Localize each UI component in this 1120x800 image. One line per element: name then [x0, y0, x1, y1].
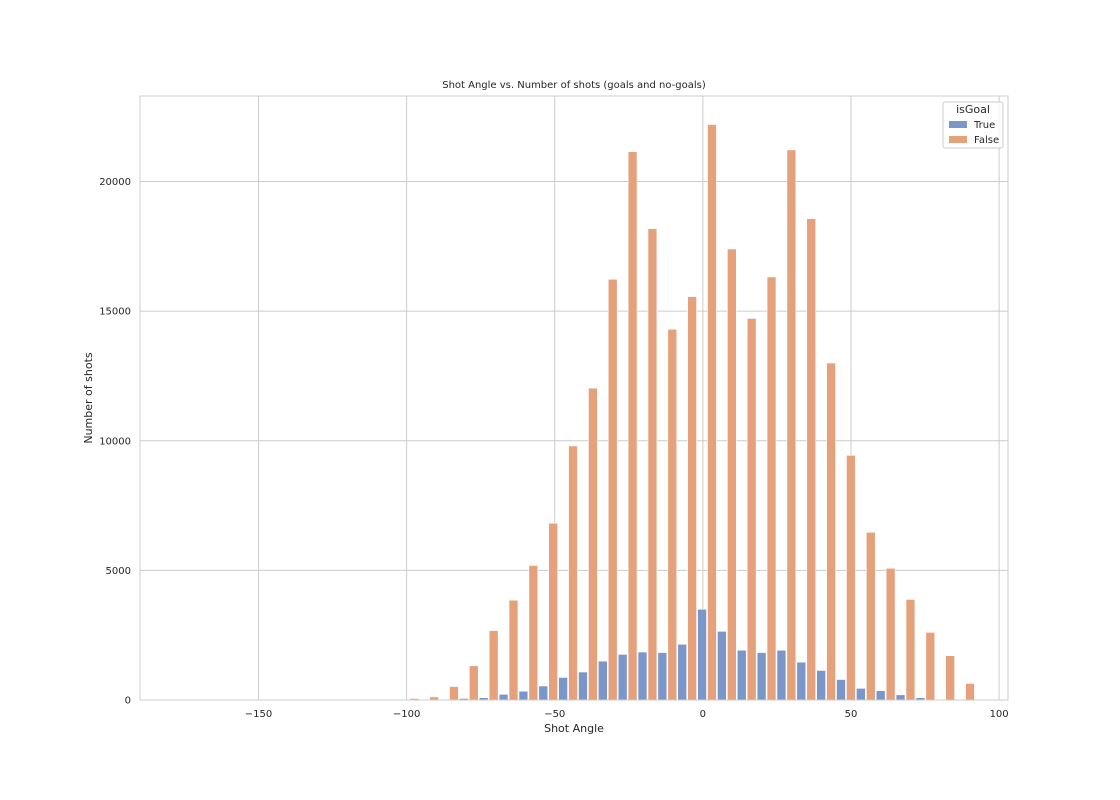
bar-true	[736, 649, 747, 701]
bar-true	[816, 670, 826, 701]
bar-true	[538, 685, 549, 701]
bar-true	[518, 690, 529, 701]
bar-false	[528, 565, 539, 701]
bar-true	[578, 671, 588, 701]
bar-true	[637, 651, 648, 701]
legend-swatch-false	[949, 136, 967, 143]
x-tick-label: 0	[700, 709, 706, 720]
bar-false	[866, 531, 876, 701]
bar-true	[856, 688, 866, 701]
bar-true	[776, 649, 787, 701]
bar-false	[647, 228, 658, 701]
bar-false	[905, 599, 916, 701]
bar-false	[548, 522, 558, 701]
x-tick-label: −100	[393, 709, 420, 720]
x-tick-label: −150	[245, 709, 272, 720]
y-tick-label: 5000	[106, 566, 131, 577]
bar-true	[895, 694, 906, 701]
legend-swatch-true	[949, 121, 967, 128]
bar-false	[746, 318, 757, 701]
chart-title: Shot Angle vs. Number of shots (goals an…	[442, 80, 706, 91]
bar-false	[786, 149, 797, 701]
bar-true	[598, 660, 608, 701]
bar-true	[657, 652, 668, 701]
bar-true	[677, 643, 687, 701]
bar-false	[846, 454, 856, 701]
bar-false	[885, 568, 896, 701]
bar-false	[449, 686, 459, 701]
bar-true	[558, 677, 568, 701]
bar-true	[836, 679, 846, 701]
bar-false	[607, 278, 618, 701]
bar-true	[796, 661, 807, 701]
bar-false	[508, 599, 519, 701]
bar-false	[965, 683, 975, 701]
bar-false	[568, 445, 578, 701]
bar-true	[875, 690, 886, 701]
legend-label-false: False	[974, 135, 999, 146]
y-tick-label: 20000	[99, 177, 131, 188]
bars	[349, 124, 975, 701]
legend-label-true: True	[973, 120, 995, 131]
tick-labels: −150 −100 −50 0 50 100 0 5000 10000 15000 20000	[99, 177, 1008, 720]
x-tick-label: 50	[845, 709, 858, 720]
bar-true	[697, 608, 707, 701]
bar-false	[687, 296, 697, 701]
bar-false	[627, 151, 638, 701]
bar-true	[717, 631, 727, 701]
bar-false	[469, 665, 479, 701]
bar-false	[488, 630, 499, 701]
bar-true	[617, 654, 628, 701]
y-tick-label: 0	[125, 696, 131, 707]
y-tick-label: 15000	[99, 307, 131, 318]
x-tick-label: −50	[544, 709, 565, 720]
grid-lines	[140, 96, 1008, 701]
x-tick-label: 100	[990, 709, 1009, 720]
bar-true	[756, 652, 767, 701]
legend-title: isGoal	[956, 103, 990, 116]
bar-false	[826, 362, 836, 701]
bar-false	[588, 387, 598, 701]
bar-false	[727, 248, 737, 701]
bar-false	[707, 124, 717, 701]
y-axis-label: Number of shots	[82, 352, 95, 444]
legend: isGoal True False	[942, 101, 1004, 149]
bar-false	[766, 276, 777, 701]
bar-true	[498, 693, 509, 701]
bar-false	[925, 632, 936, 701]
bar-false	[667, 329, 678, 701]
plot-frame	[139, 95, 1009, 701]
x-axis-label: Shot Angle	[544, 722, 604, 735]
bar-false	[806, 218, 816, 701]
y-tick-label: 10000	[99, 436, 131, 447]
bar-false	[945, 655, 955, 701]
